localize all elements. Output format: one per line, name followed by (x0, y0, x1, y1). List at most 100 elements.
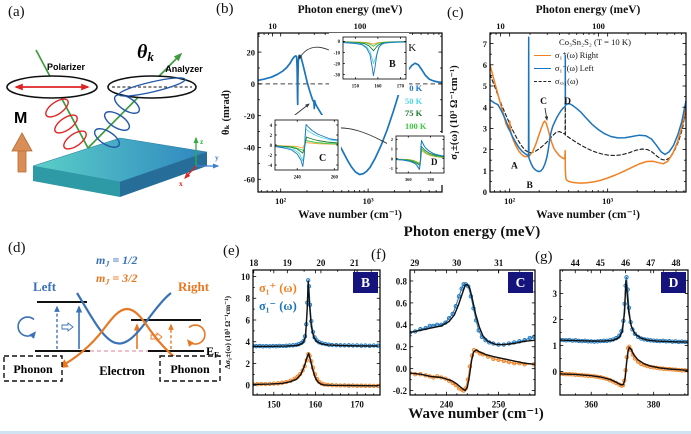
svg-text:1: 1 (391, 147, 394, 152)
left-circular-arrow-icon (17, 316, 37, 339)
inset-D: 360 380 2 1 0 -1 D (387, 133, 447, 185)
svg-text:10: 10 (241, 272, 251, 282)
svg-text:30: 30 (452, 258, 462, 268)
legend-item-label: σₓₓ₁(ω) (555, 77, 579, 86)
rotated-polarization-ellipse (118, 77, 186, 97)
svg-text:170: 170 (350, 400, 364, 410)
svg-text:7: 7 (483, 39, 488, 49)
shared-top-axis-title: Photon energy (meV) (403, 224, 541, 240)
right-circular-arrow-icon (186, 324, 206, 347)
panel-label-b: (b) (216, 1, 234, 17)
svg-text:0: 0 (251, 79, 255, 89)
svg-text:10²: 10² (504, 196, 516, 206)
sigma-minus-legend: σ₁⁻ (ω) (259, 299, 297, 313)
sample-slab (32, 137, 208, 197)
svg-text:Δσ₁±(ω) (10³ Ω⁻¹cm⁻¹): Δσ₁±(ω) (10³ Ω⁻¹cm⁻¹) (223, 296, 232, 369)
analyzer-label: Analyzer (165, 64, 203, 74)
svg-text:Wave number (cm⁻¹): Wave number (cm⁻¹) (536, 209, 640, 221)
svg-text:4: 4 (270, 124, 273, 129)
svg-text:0.2: 0.2 (396, 342, 408, 352)
legend-item-label: σ₁⁺(ω) Right (555, 51, 599, 60)
left-label: Left (33, 279, 57, 294)
svg-text:0: 0 (246, 381, 251, 391)
inset-B-letter: B (389, 59, 396, 70)
svg-text:250: 250 (492, 400, 506, 410)
svg-text:-1: -1 (389, 166, 393, 171)
x-axis-label: x (179, 179, 183, 188)
band-mj-half (76, 292, 172, 345)
svg-text:10: 10 (268, 21, 277, 31)
inset-C-letter: C (319, 153, 327, 164)
plot-phonon-D: 360 380 44 45 46 47 48 0 1 2 3 (553, 258, 689, 410)
svg-text:B: B (526, 181, 533, 191)
inset-C: 240 260 4 2 0 -2 -4 C (261, 115, 341, 187)
svg-text:A: A (511, 162, 518, 172)
sigma-plus-legend: σ₁⁺ (ω) (259, 281, 297, 295)
svg-text:10²: 10² (275, 196, 287, 206)
panel-b-kerr-plot: 10² 10³ 10 100 20 0 -20 -40 -60 Photon energy (me… (218, 0, 448, 238)
panel-e-phonon-B: 150 160 170 18 19 20 21 0 2 4 6 8 10 Δσ₁±(ω) (10³ Ω⁻¹… (222, 240, 385, 434)
panel-d-schematic: mJ = 1/2 mJ = 3/2 Left Right Electron Ph… (0, 238, 222, 434)
svg-text:0.6: 0.6 (396, 298, 408, 308)
mj-half-label: mJ = 1/2 (96, 253, 138, 269)
badge-D: D (661, 272, 686, 293)
svg-text:6: 6 (246, 315, 251, 325)
temp-legend-item: 75 K (405, 108, 423, 118)
reflected-polarization-helix (93, 94, 141, 148)
badge-B: B (353, 272, 378, 293)
electron-label: Electron (99, 364, 145, 378)
svg-text:1: 1 (553, 341, 558, 351)
phonon-box-right (159, 355, 221, 382)
panel-label-c: (c) (447, 5, 464, 21)
svg-text:380: 380 (427, 177, 435, 182)
panel-f-phonon-C: 240 250 29 30 31 -0.2 0.0 0.2 0.4 0.6 0.8 C (385, 240, 537, 434)
legend-item: σₓₓ₁(ω) (534, 75, 631, 88)
legend-items: σ₁⁺(ω) Right σ₁⁻(ω) Left σₓₓ₁(ω) (534, 49, 631, 88)
conductivity-legend: Co₃Sn₂S₂ (T = 10 K) σ₁⁺(ω) Right σ₁⁻(ω) L… (534, 36, 631, 88)
svg-text:3: 3 (553, 289, 558, 299)
svg-text:4: 4 (483, 102, 488, 112)
svg-text:360: 360 (405, 177, 413, 182)
phonon-left-label: Phonon (13, 362, 53, 376)
svg-text:0: 0 (483, 187, 487, 197)
svg-text:-30: -30 (334, 73, 341, 78)
svg-text:48: 48 (671, 258, 681, 268)
svg-text:Wave number (cm⁻¹): Wave number (cm⁻¹) (298, 209, 402, 221)
svg-text:46: 46 (621, 258, 631, 268)
plot-conductivity: 10² 10³ 10 100 0 1 2 3 4 5 6 7 Photon energy (meV) Wa… (449, 4, 687, 221)
analyzer-disk (107, 75, 197, 99)
svg-text:150: 150 (267, 400, 281, 410)
phonon-right-label: Phonon (170, 362, 210, 376)
svg-text:-60: -60 (244, 175, 255, 185)
svg-text:47: 47 (646, 258, 656, 268)
svg-text:0.8: 0.8 (396, 276, 408, 286)
legend-title: Co₃Sn₂S₂ (T = 10 K) (559, 37, 631, 47)
svg-text:Photon energy (meV): Photon energy (meV) (298, 4, 403, 16)
kerr-setup-drawing: Polarizer Analyzer θk M z y x (6, 41, 220, 197)
svg-text:-20: -20 (334, 62, 341, 67)
mj-three-half-label: mJ = 3/2 (96, 271, 138, 287)
panel-label-g: (g) (535, 249, 553, 265)
polarizer-label: Polarizer (47, 62, 86, 72)
legend-line-sample (534, 55, 551, 56)
plot-inset-C: 240 260 4 2 0 -2 -4 (268, 119, 338, 180)
svg-text:8: 8 (246, 294, 251, 304)
panel-c-conductivity-plot: 10² 10³ 10 100 0 1 2 3 4 5 6 7 Photon energy (meV) Wa… (446, 0, 691, 238)
svg-text:360: 360 (584, 400, 598, 410)
svg-text:0: 0 (270, 144, 273, 149)
svg-text:45: 45 (596, 258, 606, 268)
svg-text:29: 29 (410, 258, 420, 268)
panel-label-d: (d) (8, 240, 26, 256)
svg-text:20: 20 (247, 47, 256, 57)
svg-text:1: 1 (483, 166, 487, 176)
svg-text:4: 4 (246, 337, 251, 347)
svg-text:-0.2: -0.2 (393, 386, 408, 396)
inset-D-letter: D (431, 157, 438, 167)
svg-text:10³: 10³ (602, 196, 614, 206)
svg-text:3: 3 (483, 124, 487, 134)
panel-g-phonon-D: 360 380 44 45 46 47 48 0 1 2 3 D (537, 240, 691, 434)
legend-line-sample (534, 68, 551, 69)
panel-label-a: (a) (8, 4, 25, 20)
svg-text:2: 2 (246, 359, 251, 369)
